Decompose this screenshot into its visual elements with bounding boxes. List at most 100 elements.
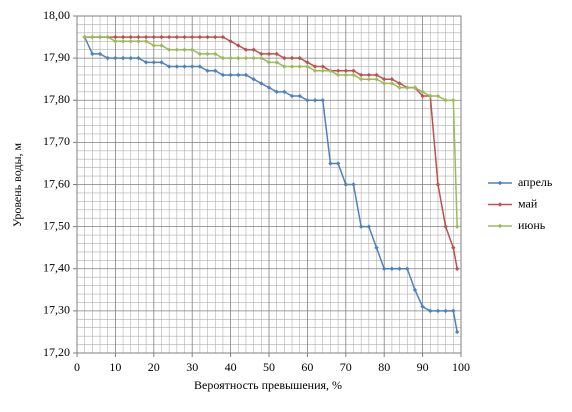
point bbox=[228, 72, 233, 78]
point bbox=[266, 85, 272, 90]
point bbox=[374, 245, 379, 250]
point bbox=[113, 39, 118, 44]
point bbox=[282, 89, 287, 95]
point bbox=[166, 64, 172, 69]
point bbox=[197, 64, 203, 69]
point bbox=[143, 34, 149, 40]
point bbox=[374, 76, 379, 82]
point bbox=[128, 39, 133, 44]
point bbox=[297, 55, 302, 61]
point bbox=[351, 72, 356, 78]
point bbox=[451, 245, 456, 250]
point bbox=[274, 51, 279, 57]
point bbox=[113, 34, 118, 40]
x-tick-label: 100 bbox=[452, 360, 470, 374]
point bbox=[320, 64, 325, 69]
point bbox=[328, 68, 333, 73]
point bbox=[182, 64, 187, 69]
point bbox=[335, 161, 341, 166]
x-tick-label: 90 bbox=[417, 360, 429, 374]
point bbox=[351, 68, 356, 73]
plot-border bbox=[76, 15, 462, 354]
point bbox=[297, 93, 302, 99]
point bbox=[305, 98, 310, 103]
point bbox=[289, 93, 295, 99]
point bbox=[97, 51, 103, 57]
point bbox=[420, 89, 425, 95]
point bbox=[428, 308, 433, 314]
y-tick-label: 17,90 bbox=[43, 50, 70, 64]
point bbox=[412, 85, 418, 90]
point bbox=[128, 34, 133, 40]
point bbox=[136, 55, 141, 61]
point bbox=[159, 34, 164, 40]
point bbox=[190, 34, 195, 40]
point bbox=[343, 68, 348, 73]
point bbox=[220, 72, 226, 78]
point bbox=[159, 60, 164, 65]
point bbox=[151, 43, 156, 48]
x-tick-label: 50 bbox=[263, 360, 275, 374]
point bbox=[397, 81, 402, 86]
point bbox=[213, 51, 218, 57]
point bbox=[182, 47, 187, 52]
point bbox=[113, 55, 118, 61]
x-tick-label: 0 bbox=[74, 360, 80, 374]
y-tick-label: 17,80 bbox=[43, 92, 70, 106]
point bbox=[243, 47, 249, 52]
point bbox=[259, 81, 264, 86]
point bbox=[174, 64, 180, 69]
point bbox=[243, 55, 249, 61]
point bbox=[443, 308, 448, 314]
point bbox=[266, 51, 272, 57]
point bbox=[389, 266, 395, 271]
point bbox=[305, 64, 310, 69]
y-tick-label: 17,30 bbox=[43, 303, 70, 317]
point bbox=[251, 47, 256, 52]
point bbox=[259, 55, 264, 61]
point bbox=[151, 60, 156, 65]
point bbox=[366, 76, 372, 82]
x-tick-label: 80 bbox=[378, 360, 390, 374]
point bbox=[351, 182, 356, 187]
point bbox=[236, 43, 241, 48]
point bbox=[205, 34, 210, 40]
point bbox=[228, 39, 233, 44]
point bbox=[282, 55, 287, 61]
point bbox=[358, 76, 364, 82]
point bbox=[451, 98, 456, 103]
point bbox=[251, 55, 256, 61]
point bbox=[274, 60, 279, 65]
point bbox=[90, 51, 95, 57]
point bbox=[454, 329, 460, 335]
point bbox=[143, 60, 149, 65]
point bbox=[220, 34, 226, 40]
point bbox=[228, 55, 233, 61]
y-axis-label: Уровень воды, м bbox=[10, 142, 24, 227]
point bbox=[174, 34, 180, 40]
point bbox=[120, 39, 126, 44]
point bbox=[366, 224, 372, 229]
point bbox=[335, 72, 341, 78]
point bbox=[97, 34, 103, 40]
point bbox=[166, 34, 172, 40]
point bbox=[389, 76, 395, 82]
point bbox=[120, 34, 126, 40]
point bbox=[174, 47, 180, 52]
point bbox=[136, 39, 141, 44]
point bbox=[435, 182, 441, 187]
point bbox=[382, 76, 387, 82]
point bbox=[274, 89, 279, 95]
point bbox=[213, 68, 218, 73]
x-tick-label: 10 bbox=[109, 360, 121, 374]
point bbox=[382, 81, 387, 86]
x-tick-label: 60 bbox=[301, 360, 313, 374]
point bbox=[454, 266, 460, 271]
point bbox=[259, 51, 264, 57]
point bbox=[236, 72, 241, 78]
point bbox=[412, 287, 418, 293]
x-tick-label: 40 bbox=[225, 360, 237, 374]
x-tick-label: 70 bbox=[340, 360, 352, 374]
